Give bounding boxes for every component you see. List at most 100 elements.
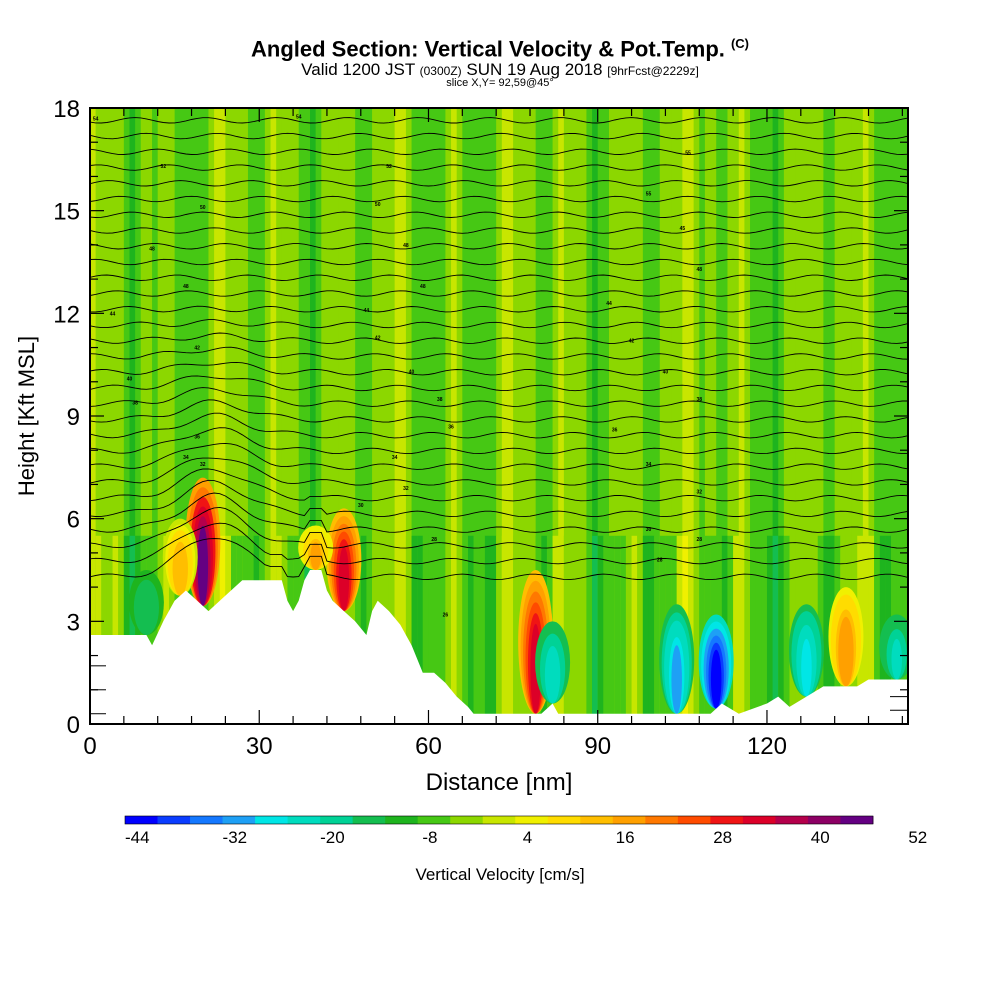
contour-label: 48 [696, 267, 702, 273]
field-column [411, 108, 418, 724]
field-column [417, 108, 424, 724]
theta-contour [90, 412, 908, 439]
field-column [857, 108, 864, 724]
colorbar-tick-label: -20 [320, 828, 345, 847]
colorbar: -44 -32 -20 -8 4 16 28 40 52 [124, 815, 927, 847]
field-lower-column [642, 535, 650, 724]
field-column [490, 108, 497, 724]
colorbar-swatch [645, 816, 679, 824]
colorbar-label: Vertical Velocity [cm/s] [415, 865, 584, 884]
contour-label: 44 [110, 311, 116, 317]
field-column [721, 108, 729, 724]
field-column [231, 108, 238, 724]
contour-label: 50 [375, 202, 381, 208]
colorbar-swatch [450, 816, 484, 824]
field-lower-column [422, 535, 430, 724]
field-column [874, 108, 881, 724]
field-column [332, 108, 340, 724]
field-column [123, 108, 131, 724]
field-column [326, 108, 334, 724]
colorbar-swatch [482, 816, 516, 824]
field-column [236, 108, 244, 724]
field-column [648, 108, 655, 724]
field-lower-column [586, 535, 593, 724]
y-axis-label: Height [Kft MSL] [14, 336, 39, 496]
colorbar-swatch [385, 816, 419, 824]
colorbar-tick-label: -32 [223, 828, 248, 847]
field-column [789, 108, 796, 724]
field-column [597, 108, 605, 724]
field-column [394, 108, 402, 724]
contour-label: 48 [420, 284, 426, 290]
contour-label: 34 [183, 455, 189, 461]
contour-label: 32 [696, 489, 702, 495]
field-lower-column [479, 535, 486, 724]
field-lower-column [823, 535, 830, 724]
valid-time: Valid 1200 JST [301, 60, 415, 79]
field-lower-column [563, 535, 571, 724]
field-column [766, 108, 774, 724]
colorbar-tick-label: 4 [523, 828, 532, 847]
field-lower-column [95, 535, 103, 724]
theta-contour [90, 375, 908, 392]
field-column [817, 108, 825, 724]
field-column [112, 108, 120, 724]
field-column [744, 108, 751, 724]
field-lower-column [727, 535, 734, 724]
contour-label: 42 [194, 346, 200, 352]
field-column [293, 108, 300, 724]
colorbar-swatch [222, 816, 256, 824]
colorbar-swatch [807, 816, 841, 824]
field-lower-column [699, 535, 706, 724]
contour-label: 36 [194, 435, 200, 441]
field-column [609, 108, 616, 724]
colorbar-swatch [840, 816, 874, 824]
field-column [716, 108, 723, 724]
field-column [174, 108, 182, 724]
field-column [180, 108, 187, 724]
contour-label: 38 [696, 397, 702, 403]
field-column [654, 108, 661, 724]
field-lower-column [490, 535, 497, 724]
field-column [625, 108, 633, 724]
field-lower-column [400, 535, 407, 724]
field-column [422, 108, 430, 724]
x-tick-label: 120 [747, 733, 787, 760]
theta-contour [90, 164, 908, 171]
theta-contour [90, 387, 908, 407]
theta-contour [90, 468, 908, 502]
field-lower-column [467, 535, 475, 724]
contour-labels: 54 54 52 52 55 50 50 55 45 48 48 48 48 48 44 44 44 42 42 42… [93, 115, 702, 619]
theta-contour [90, 479, 908, 518]
field-lower-column [778, 535, 785, 724]
field-lower-column [451, 535, 458, 724]
field-column [496, 108, 503, 724]
contour-label: 55 [685, 150, 691, 156]
x-axis-label: Distance [nm] [426, 769, 573, 796]
field-column [710, 108, 717, 724]
field-column [377, 108, 385, 724]
colorbar-swatch [677, 816, 711, 824]
field-column [118, 108, 125, 724]
colorbar-swatch [190, 816, 223, 824]
contour-label: 50 [200, 205, 206, 211]
field-lower-column [761, 535, 768, 724]
contour-label: 36 [448, 424, 454, 430]
field-column [665, 108, 672, 724]
field-column [479, 108, 486, 724]
velocity-core [197, 525, 209, 606]
field-lower-column [106, 535, 114, 724]
field-column [310, 108, 317, 724]
colorbar-swatch [352, 816, 386, 824]
field-column [101, 108, 108, 724]
colorbar-tick-label: 52 [908, 828, 927, 847]
field-column [270, 108, 277, 724]
contour-label: 30 [358, 503, 364, 509]
velocity-core [547, 652, 558, 704]
colorbar-tick-label: -8 [422, 828, 437, 847]
colorbar-swatch [287, 816, 321, 824]
contour-label: 26 [443, 612, 449, 618]
contour-label: 55 [646, 192, 652, 198]
velocity-core [891, 638, 902, 680]
